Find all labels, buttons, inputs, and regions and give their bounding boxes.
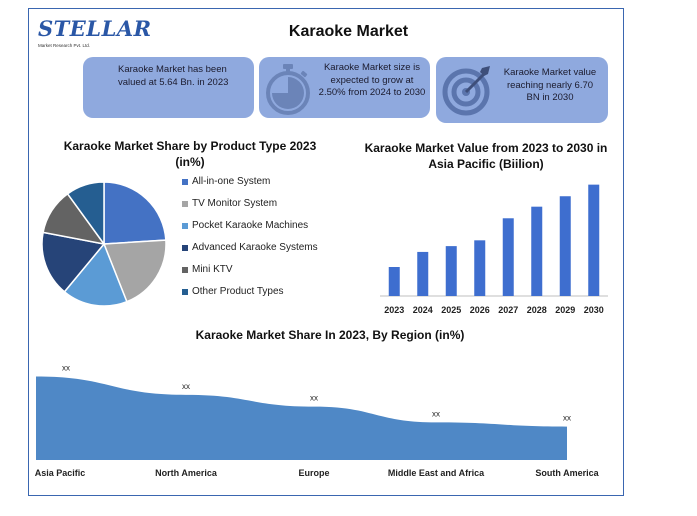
area-data-label: xx: [62, 364, 70, 373]
legend-label: All-in-one System: [192, 176, 271, 187]
legend-swatch: [182, 267, 188, 273]
info-card-growth: Karaoke Market size is expected to grow …: [259, 57, 430, 118]
target-icon: [442, 66, 490, 116]
bar-2025: [445, 246, 457, 296]
bar-tick-label: 2027: [498, 305, 518, 315]
legend-swatch: [182, 201, 188, 207]
legend-label: Other Product Types: [192, 286, 284, 297]
info-card-text: Karaoke Market size is expected to grow …: [318, 62, 426, 98]
area-chart: Asia Pacific xx North America xx Europe xx Mid…: [35, 364, 600, 478]
legend-label: TV Monitor System: [192, 198, 278, 209]
logo-subtitle: Market Research Pvt. Ltd.: [38, 43, 91, 48]
info-card-valuation: Karaoke Market has been valued at 5.64 B…: [83, 57, 254, 118]
stopwatch-icon: [266, 64, 310, 115]
pie-slice-0: [103, 181, 167, 245]
area-data-label: xx: [563, 414, 571, 423]
pie-slice-1: [102, 239, 167, 303]
info-card-forecast: Karaoke Market value reaching nearly 6.7…: [436, 57, 608, 123]
pie-slice-2: [63, 242, 128, 307]
area-tick-label: Asia Pacific: [35, 468, 86, 478]
info-card-text: Karaoke Market has been valued at 5.64 B…: [118, 64, 229, 88]
bar-2029: [559, 196, 571, 296]
pie-chart: [41, 181, 167, 307]
legend-label: Mini KTV: [192, 264, 233, 275]
bar-tick-label: 2024: [413, 305, 433, 315]
info-card-text: Karaoke Market value reaching nearly 6.7…: [503, 67, 597, 103]
area-tick-label: North America: [155, 468, 218, 478]
legend-swatch: [182, 245, 188, 251]
area-tick-label: South America: [535, 468, 599, 478]
area-tick-label: Europe: [298, 468, 329, 478]
logo-text: STELLAR: [38, 16, 152, 41]
bar-tick-label: 2023: [384, 305, 404, 315]
pie-chart-title: Karaoke Market Share by Product Type 202…: [63, 139, 317, 169]
area-chart-title: Karaoke Market Share In 2023, By Region …: [195, 328, 465, 342]
bar-tick-label: 2029: [555, 305, 575, 315]
bar-2030: [588, 184, 600, 296]
bar-2028: [531, 206, 543, 296]
area-tick-label: Middle East and Africa: [388, 468, 485, 478]
infographic-frame: [28, 8, 624, 496]
bar-2027: [502, 218, 514, 296]
area-series: [36, 376, 567, 460]
bar-tick-label: 2030: [584, 305, 604, 315]
bar-chart: 2023 2024 2025 2026 2027 2028 2029 2030: [380, 184, 608, 315]
bar-chart-title: Karaoke Market Value from 2023 to 2030 i…: [364, 141, 608, 171]
area-data-label: xx: [310, 394, 318, 403]
legend-swatch: [182, 179, 188, 185]
bar-2024: [417, 251, 429, 296]
page-title: Karaoke Market: [288, 23, 409, 40]
bar-tick-label: 2025: [441, 305, 461, 315]
stellar-logo: STELLAR Market Research Pvt. Ltd.: [38, 14, 151, 52]
legend-swatch: [182, 223, 188, 229]
legend-label: Pocket Karaoke Machines: [192, 220, 309, 231]
area-data-label: xx: [432, 409, 440, 418]
legend-swatch: [182, 289, 188, 295]
pie-slice-3: [41, 231, 106, 293]
area-data-label: xx: [182, 382, 190, 391]
bar-2023: [388, 267, 400, 296]
pie-slice-5: [66, 181, 105, 247]
bar-2026: [474, 240, 486, 296]
bar-tick-label: 2028: [527, 305, 547, 315]
bar-tick-label: 2026: [470, 305, 490, 315]
legend-label: Advanced Karaoke Systems: [192, 242, 318, 253]
